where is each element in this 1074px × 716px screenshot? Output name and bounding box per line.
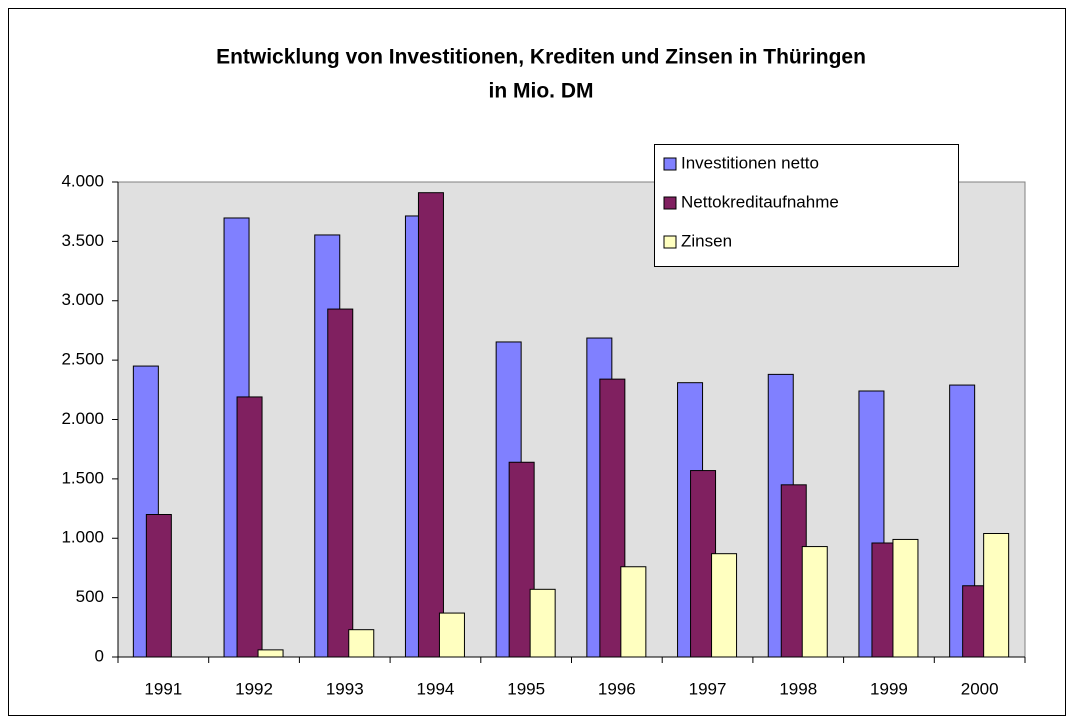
legend-swatch bbox=[663, 196, 677, 210]
y-tick-label: 1.500 bbox=[61, 468, 104, 487]
bar bbox=[801, 546, 828, 658]
x-tick-label: 2000 bbox=[961, 679, 999, 698]
x-tick-label: 1996 bbox=[598, 679, 636, 698]
legend-swatch bbox=[663, 157, 677, 171]
bar bbox=[983, 533, 1010, 658]
bar bbox=[711, 553, 738, 658]
bar bbox=[145, 514, 172, 658]
x-tick-label: 1991 bbox=[144, 679, 182, 698]
x-tick-label: 1998 bbox=[779, 679, 817, 698]
y-tick-label: 3.000 bbox=[61, 290, 104, 309]
legend-swatch bbox=[663, 235, 677, 249]
bar bbox=[257, 649, 284, 658]
y-tick-label: 2.500 bbox=[61, 350, 104, 369]
x-tick-label: 1995 bbox=[507, 679, 545, 698]
bar bbox=[327, 308, 354, 658]
chart-title: Entwicklung von Investitionen, Krediten … bbox=[216, 46, 866, 69]
bar bbox=[620, 566, 647, 658]
y-tick-label: 4.000 bbox=[61, 171, 104, 190]
x-tick-label: 1997 bbox=[689, 679, 727, 698]
y-tick-label: 2.000 bbox=[61, 409, 104, 428]
x-tick-label: 1999 bbox=[870, 679, 908, 698]
x-tick-label: 1993 bbox=[326, 679, 364, 698]
y-tick-label: 0 bbox=[95, 646, 104, 665]
y-tick-label: 1.000 bbox=[61, 528, 104, 547]
bar bbox=[892, 538, 919, 658]
x-tick-label: 1994 bbox=[417, 679, 455, 698]
legend-label: Investitionen netto bbox=[681, 153, 819, 172]
bar bbox=[348, 629, 375, 658]
legend-label: Zinsen bbox=[681, 231, 732, 250]
x-tick-label: 1992 bbox=[235, 679, 273, 698]
bar bbox=[236, 396, 263, 658]
legend-box bbox=[654, 144, 959, 267]
bar bbox=[529, 588, 556, 658]
chart-subtitle: in Mio. DM bbox=[489, 80, 594, 103]
bar bbox=[438, 612, 465, 658]
y-tick-label: 500 bbox=[76, 587, 104, 606]
legend-label: Nettokreditaufnahme bbox=[681, 192, 839, 211]
bar bbox=[417, 192, 444, 658]
y-tick-label: 3.500 bbox=[61, 231, 104, 250]
